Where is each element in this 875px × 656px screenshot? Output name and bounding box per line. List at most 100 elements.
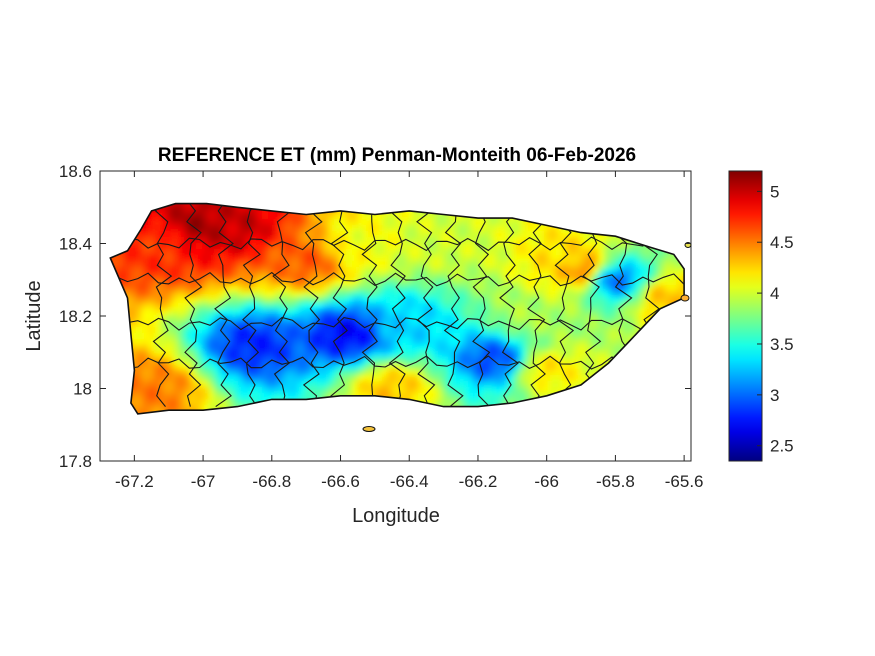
et-field-cell: [640, 291, 647, 298]
et-field-cell: [352, 357, 359, 364]
et-field-cell: [172, 327, 179, 334]
et-field-cell: [562, 363, 569, 370]
et-field-cell: [514, 297, 521, 304]
et-field-cell: [334, 285, 341, 292]
et-field-cell: [376, 321, 383, 328]
et-field-cell: [550, 279, 557, 286]
et-field-cell: [148, 393, 155, 400]
et-field-cell: [484, 285, 491, 292]
et-field-cell: [340, 327, 347, 334]
et-field-cell: [274, 225, 281, 232]
et-field-cell: [136, 249, 143, 256]
et-field-cell: [142, 363, 149, 370]
et-field-cell: [640, 249, 647, 256]
et-field-cell: [568, 243, 575, 250]
et-field-cell: [604, 291, 611, 298]
et-field-cell: [478, 219, 485, 226]
et-field-cell: [304, 387, 311, 394]
et-field-cell: [328, 297, 335, 304]
et-field-cell: [598, 327, 605, 334]
et-field-cell: [196, 339, 203, 346]
et-field-cell: [400, 315, 407, 322]
et-field-cell: [430, 303, 437, 310]
et-field-cell: [172, 249, 179, 256]
et-field-cell: [526, 249, 533, 256]
et-field-cell: [616, 255, 623, 262]
et-field-cell: [214, 393, 221, 400]
et-field-cell: [334, 273, 341, 280]
et-field-cell: [448, 315, 455, 322]
x-tick-label: -65.6: [665, 472, 704, 491]
et-field-cell: [532, 381, 539, 388]
et-field-cell: [364, 225, 371, 232]
et-field-cell: [430, 363, 437, 370]
et-field-cell: [484, 327, 491, 334]
et-field-cell: [208, 249, 215, 256]
et-field-cell: [520, 339, 527, 346]
et-field-cell: [334, 267, 341, 274]
et-field-cell: [616, 327, 623, 334]
et-field-cell: [328, 285, 335, 292]
et-field-cell: [352, 303, 359, 310]
et-field-cell: [424, 303, 431, 310]
et-field-cell: [394, 369, 401, 376]
et-field-cell: [466, 225, 473, 232]
et-field-cell: [166, 405, 173, 412]
et-field-cell: [286, 375, 293, 382]
et-field-cell: [640, 321, 647, 328]
et-field-cell: [544, 249, 551, 256]
et-field-cell: [376, 351, 383, 358]
et-field-cell: [166, 309, 173, 316]
et-field-cell: [364, 327, 371, 334]
et-field-cell: [436, 357, 443, 364]
et-field-cell: [352, 225, 359, 232]
et-field-cell: [514, 267, 521, 274]
et-field-cell: [574, 279, 581, 286]
et-field-cell: [196, 387, 203, 394]
et-field-cell: [562, 345, 569, 352]
et-field-cell: [190, 381, 197, 388]
et-field-cell: [616, 339, 623, 346]
et-field-cell: [328, 333, 335, 340]
et-field-cell: [232, 237, 239, 244]
et-field-cell: [112, 261, 119, 268]
et-field-cell: [154, 405, 161, 412]
et-field-cell: [298, 231, 305, 238]
et-field-cell: [268, 213, 275, 220]
y-tick-label: 17.8: [59, 452, 92, 471]
et-field-cell: [598, 267, 605, 274]
et-field-cell: [310, 279, 317, 286]
et-field-cell: [292, 261, 299, 268]
et-field-cell: [646, 315, 653, 322]
et-field-cell: [520, 363, 527, 370]
et-field-cell: [232, 327, 239, 334]
et-field-cell: [580, 279, 587, 286]
et-field-cell: [298, 267, 305, 274]
et-field-cell: [640, 255, 647, 262]
et-field-cell: [172, 203, 179, 208]
et-field-cell: [262, 237, 269, 244]
et-field-cell: [544, 369, 551, 376]
et-field-cell: [256, 297, 263, 304]
et-field-cell: [286, 273, 293, 280]
et-field-cell: [586, 345, 593, 352]
et-field-cell: [436, 243, 443, 250]
et-field-cell: [514, 351, 521, 358]
et-field-cell: [352, 255, 359, 262]
municipal-border: [110, 271, 685, 287]
et-field-cell: [166, 279, 173, 286]
et-field-cell: [202, 405, 209, 412]
et-field-cell: [574, 291, 581, 298]
et-field-cell: [508, 291, 515, 298]
et-field-cell: [274, 345, 281, 352]
et-field-cell: [268, 393, 275, 400]
et-field-cell: [166, 321, 173, 328]
et-field-cell: [346, 243, 353, 250]
et-field-cell: [436, 333, 443, 340]
et-field-cell: [442, 315, 449, 322]
et-field-cell: [148, 399, 155, 406]
et-field-cell: [304, 213, 311, 220]
et-field-cell: [328, 261, 335, 268]
et-field-cell: [220, 249, 227, 256]
et-field-cell: [376, 261, 383, 268]
